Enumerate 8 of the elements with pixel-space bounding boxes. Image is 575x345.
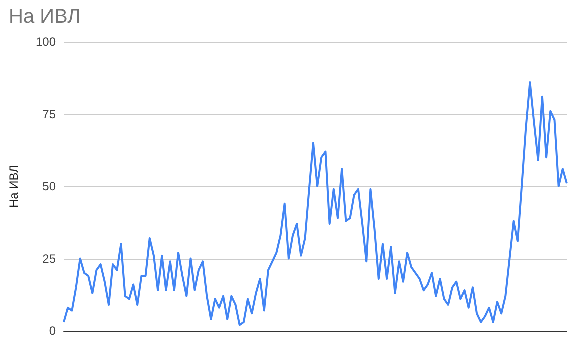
y-tick-label: 0 [49, 324, 56, 338]
y-tick-label: 50 [42, 180, 56, 194]
y-axis-title: На ИВЛ [7, 164, 21, 208]
y-tick-label: 25 [42, 252, 56, 266]
y-tick-label: 100 [36, 35, 56, 49]
line-series [63, 81, 568, 326]
y-tick-label: 75 [42, 107, 56, 122]
chart-title: На ИВЛ [9, 6, 81, 28]
